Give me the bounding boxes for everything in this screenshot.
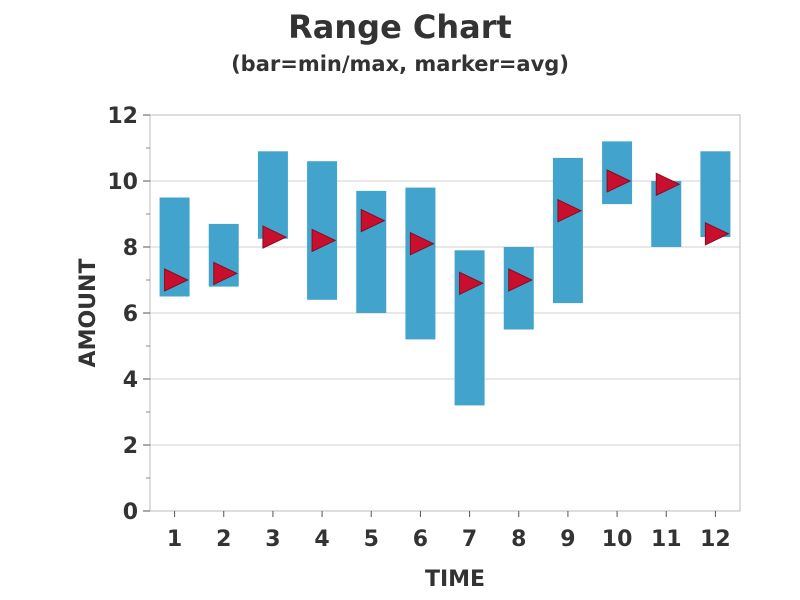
x-tick-label: 12 (700, 527, 731, 552)
avg-marker (655, 172, 681, 197)
x-tick-label: 11 (651, 527, 682, 552)
range-bar (552, 157, 583, 304)
avg-marker (606, 169, 632, 193)
avg-marker (557, 198, 583, 223)
avg-marker (508, 268, 533, 292)
y-tick-label: 2 (123, 434, 138, 459)
x-tick-label: 10 (602, 527, 633, 552)
x-tick-label: 5 (364, 527, 379, 552)
x-tick-label: 6 (413, 527, 428, 552)
range-bar (257, 151, 288, 239)
y-tick-label: 6 (123, 302, 138, 327)
x-tick-label: 2 (216, 527, 231, 552)
x-tick-label: 7 (462, 527, 477, 552)
y-tick-label: 4 (123, 368, 138, 393)
x-tick-label: 9 (560, 527, 575, 552)
y-tick-label: 10 (107, 170, 138, 195)
avg-marker (262, 225, 288, 249)
x-tick-label: 1 (167, 527, 182, 552)
range-bar (405, 187, 436, 340)
avg-marker (311, 228, 337, 253)
avg-marker (164, 268, 189, 292)
avg-marker (704, 222, 730, 246)
avg-marker (409, 231, 435, 256)
y-tick-label: 12 (107, 104, 138, 129)
avg-marker (213, 261, 238, 286)
x-axis-label: TIME (425, 567, 485, 592)
chart-subtitle: (bar=min/max, marker=avg) (231, 52, 569, 76)
x-tick-label: 4 (314, 527, 329, 552)
y-tick-label: 8 (123, 236, 138, 261)
y-axis-label: AMOUNT (76, 259, 101, 368)
x-tick-label: 3 (265, 527, 280, 552)
avg-marker (360, 208, 386, 233)
x-tick-label: 8 (511, 527, 526, 552)
avg-marker (459, 271, 484, 296)
chart-title: Range Chart (288, 8, 512, 46)
y-tick-label: 0 (123, 500, 138, 525)
